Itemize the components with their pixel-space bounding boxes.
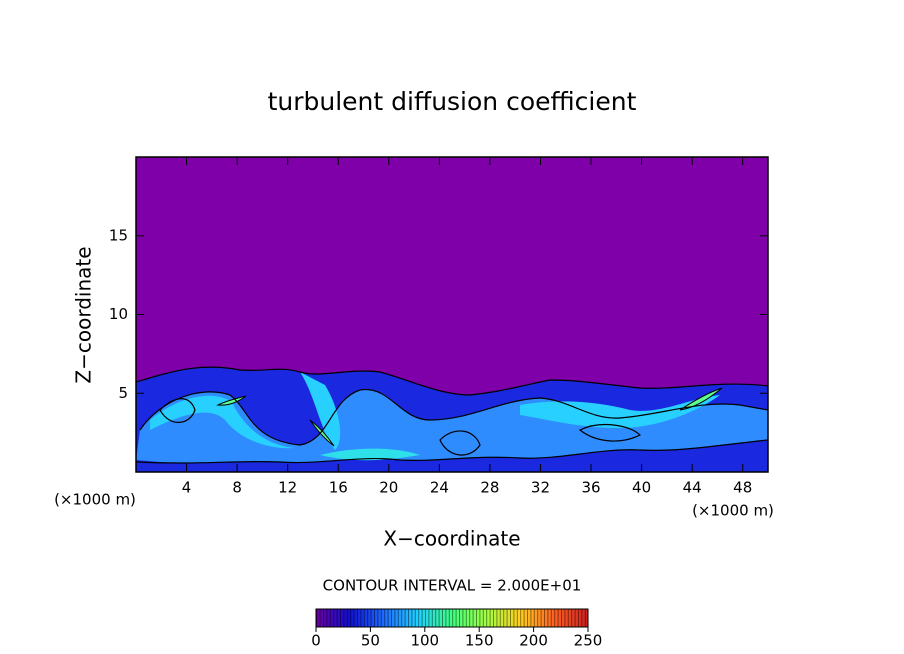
x-tick-label: 28 (480, 479, 499, 497)
colorbar-tick-label: 150 (465, 632, 494, 650)
field-green (216, 395, 247, 406)
y-tick-label: 15 (109, 226, 128, 244)
x-tick-label: 4 (182, 479, 192, 497)
x-tick-label: 24 (430, 479, 449, 497)
x-tick-label: 48 (733, 479, 752, 497)
y-tick-label: 10 (109, 305, 128, 323)
contour-interval: CONTOUR INTERVAL = 2.000E+01 (323, 577, 582, 595)
colorbar-frame (315, 608, 589, 628)
field-green (309, 419, 335, 447)
x-tick-label: 40 (632, 479, 651, 497)
colorbar-tick-label: 250 (574, 632, 603, 650)
chart-title: turbulent diffusion coefficient (268, 87, 637, 116)
y-axis-title: Z−coordinate (72, 246, 96, 383)
x-unit-label: (×1000 m) (692, 502, 774, 520)
x-tick-label: 36 (581, 479, 600, 497)
field-cyan (300, 372, 341, 450)
colorbar-tick-label: 0 (311, 632, 321, 650)
colorbar-stripes (316, 609, 588, 627)
field-cyan (320, 448, 420, 461)
colorbar-tick-label: 100 (410, 632, 439, 650)
contour-line (439, 430, 481, 456)
contour-line (136, 366, 768, 396)
x-axis-title: X−coordinate (383, 527, 520, 551)
x-tick-label: 8 (232, 479, 242, 497)
colorbar-tick-label: 200 (519, 632, 548, 650)
colorbar-tick-label: 50 (361, 632, 380, 650)
y-tick-label: 5 (118, 384, 128, 402)
contour-line (159, 398, 196, 423)
x-tick-label: 32 (531, 479, 550, 497)
contour-field (136, 157, 768, 472)
contour-line (139, 389, 768, 446)
field-cyan (150, 395, 295, 449)
x-tick-label: 16 (329, 479, 348, 497)
y-unit-label: (×1000 m) (54, 491, 136, 509)
x-tick-label: 20 (379, 479, 398, 497)
x-tick-label: 44 (683, 479, 702, 497)
field-cyan (520, 395, 720, 428)
x-tick-label: 12 (278, 479, 297, 497)
contour-line (136, 439, 768, 464)
contour-line (578, 424, 642, 442)
